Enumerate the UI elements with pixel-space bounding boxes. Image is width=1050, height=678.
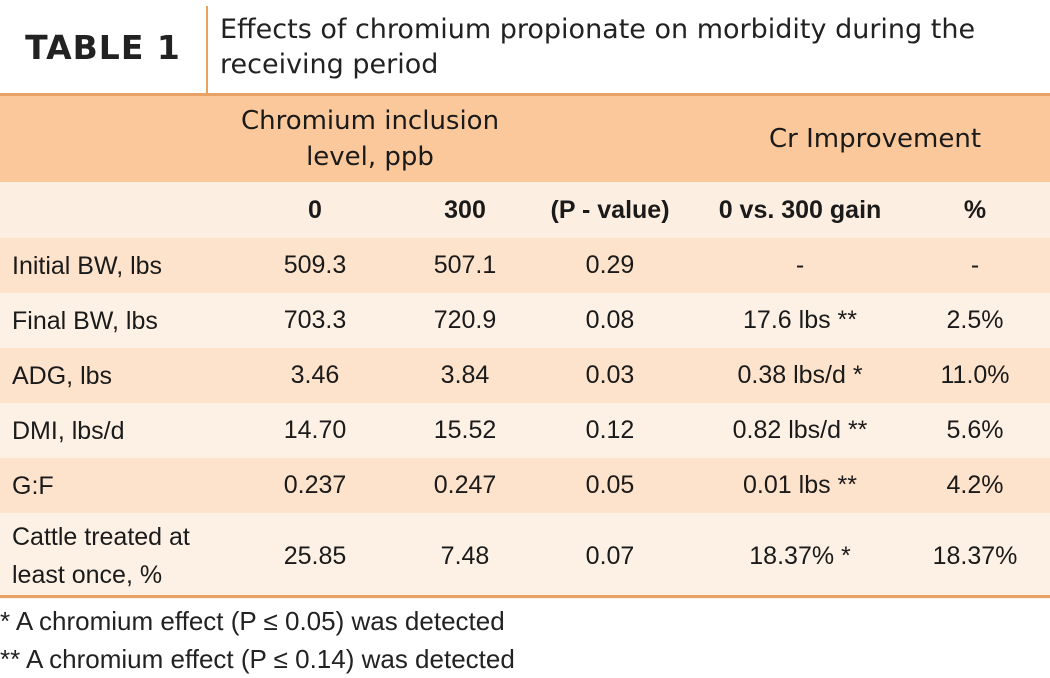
cell-300: 7.48 (410, 513, 521, 599)
col-header-300: 300 (410, 182, 521, 238)
header-column-row: 0 300 (P - value) 0 vs. 300 gain % (0, 182, 1050, 238)
cell-gain: 0.82 lbs/d ** (700, 403, 901, 458)
table-row: Final BW, lbs 703.3 720.9 0.08 17.6 lbs … (0, 293, 1050, 348)
cell-300: 3.84 (410, 348, 521, 403)
cell-gain: 0.01 lbs ** (700, 458, 901, 513)
cell-0: 14.70 (220, 403, 410, 458)
table-row: Initial BW, lbs 509.3 507.1 0.29 - - (0, 238, 1050, 293)
cell-300: 0.247 (410, 458, 521, 513)
cell-p-value: 0.03 (520, 348, 701, 403)
cell-0: 509.3 (220, 238, 410, 293)
row-label: ADG, lbs (0, 348, 220, 403)
cell-300: 720.9 (410, 293, 521, 348)
title-divider (206, 6, 208, 94)
cell-0: 0.237 (220, 458, 410, 513)
footnotes: * A chromium effect (P ≤ 0.05) was detec… (0, 602, 515, 678)
cell-gain: 17.6 lbs ** (700, 293, 901, 348)
cell-percent: 11.0% (900, 348, 1050, 403)
table-row: DMI, lbs/d 14.70 15.52 0.12 0.82 lbs/d *… (0, 403, 1050, 458)
cell-0: 3.46 (220, 348, 410, 403)
cell-0: 25.85 (220, 513, 410, 599)
table-row: ADG, lbs 3.46 3.84 0.03 0.38 lbs/d * 11.… (0, 348, 1050, 403)
row-label: G:F (0, 458, 220, 513)
cell-300: 507.1 (410, 238, 521, 293)
cell-percent: 2.5% (900, 293, 1050, 348)
table-title-bar: TABLE 1 Effects of chromium propionate o… (0, 0, 1050, 94)
col-header-gain: 0 vs. 300 gain (700, 182, 901, 238)
cell-percent: - (900, 238, 1050, 293)
row-label: DMI, lbs/d (0, 403, 220, 458)
cell-gain: 0.38 lbs/d * (700, 348, 901, 403)
row-label: Initial BW, lbs (0, 238, 220, 293)
bottom-rule (0, 595, 1050, 598)
header-cr-improvement: Cr Improvement (700, 96, 1050, 182)
cell-p-value: 0.12 (520, 403, 701, 458)
header-empty-cell (0, 182, 220, 238)
col-header-p-value: (P - value) (520, 182, 701, 238)
table-row: Cattle treated at least once, % 25.85 7.… (0, 513, 1050, 599)
row-label: Cattle treated at least once, % (0, 513, 220, 599)
data-table: Chromium inclusion level, ppb Cr Improve… (0, 96, 1050, 599)
cell-gain: 18.37% * (700, 513, 901, 599)
cell-percent: 18.37% (900, 513, 1050, 599)
cell-gain: - (700, 238, 901, 293)
cell-300: 15.52 (410, 403, 521, 458)
cell-percent: 5.6% (900, 403, 1050, 458)
footnote-double-star: ** A chromium effect (P ≤ 0.14) was dete… (0, 644, 515, 674)
header-empty-cell (520, 96, 701, 182)
header-group-row: Chromium inclusion level, ppb Cr Improve… (0, 96, 1050, 182)
cell-percent: 4.2% (900, 458, 1050, 513)
cell-p-value: 0.08 (520, 293, 701, 348)
cell-p-value: 0.05 (520, 458, 701, 513)
header-empty-cell (0, 96, 220, 182)
cell-0: 703.3 (220, 293, 410, 348)
col-header-0: 0 (220, 182, 410, 238)
cell-p-value: 0.29 (520, 238, 701, 293)
header-chromium-level: Chromium inclusion level, ppb (220, 96, 521, 182)
footnote-single-star: * A chromium effect (P ≤ 0.05) was detec… (0, 606, 505, 636)
table-number: TABLE 1 (25, 27, 181, 67)
cell-p-value: 0.07 (520, 513, 701, 599)
table-row: G:F 0.237 0.247 0.05 0.01 lbs ** 4.2% (0, 458, 1050, 513)
top-rule (0, 93, 1050, 96)
row-label: Final BW, lbs (0, 293, 220, 348)
table-caption: Effects of chromium propionate on morbid… (220, 14, 976, 80)
col-header-percent: % (900, 182, 1050, 238)
